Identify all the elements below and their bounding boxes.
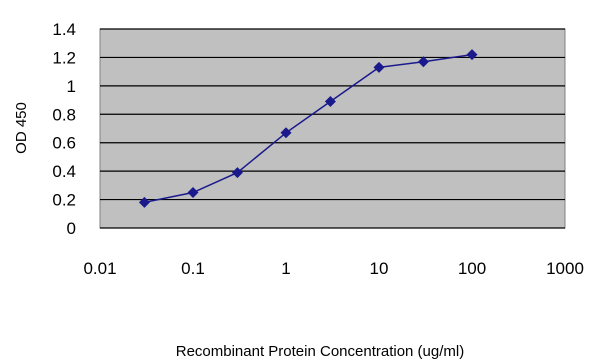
y-tick-label: 0 (67, 219, 76, 238)
data-point (324, 96, 336, 107)
x-tick-label: 1000 (546, 259, 584, 278)
data-point (231, 167, 243, 179)
data-point (280, 127, 292, 139)
x-axis-title: Recombinant Protein Concentration (ug/ml… (176, 343, 464, 360)
x-tick-label: 1 (281, 259, 290, 278)
y-tick-label: 1 (67, 77, 76, 96)
data-point (417, 56, 429, 68)
series-line (144, 53, 473, 204)
x-tick-label: 10 (370, 259, 389, 278)
x-tick-label: 100 (458, 259, 486, 278)
data-point (138, 196, 150, 208)
plot-area (99, 28, 566, 229)
y-tick-label: 0.4 (52, 162, 76, 181)
y-tick-label: 1.4 (52, 20, 76, 39)
x-tick-label: 0.1 (181, 259, 205, 278)
y-tick-label: 1.2 (52, 48, 76, 67)
y-axis-ticks: 0 0.2 0.4 0.6 0.8 1 1.2 1.4 (52, 20, 76, 238)
series-group (138, 49, 478, 208)
data-point (466, 49, 478, 61)
y-tick-label: 0.8 (52, 105, 76, 124)
x-axis-ticks: 0.01 0.1 1 10 100 1000 (83, 259, 583, 278)
data-point (187, 187, 199, 198)
y-tick-label: 0.2 (52, 191, 76, 210)
y-axis-title: OD 450 (13, 102, 30, 154)
data-point (373, 61, 385, 73)
y-tick-label: 0.6 (52, 134, 76, 153)
gridlines (100, 28, 565, 229)
x-tick-label: 0.01 (83, 259, 116, 278)
